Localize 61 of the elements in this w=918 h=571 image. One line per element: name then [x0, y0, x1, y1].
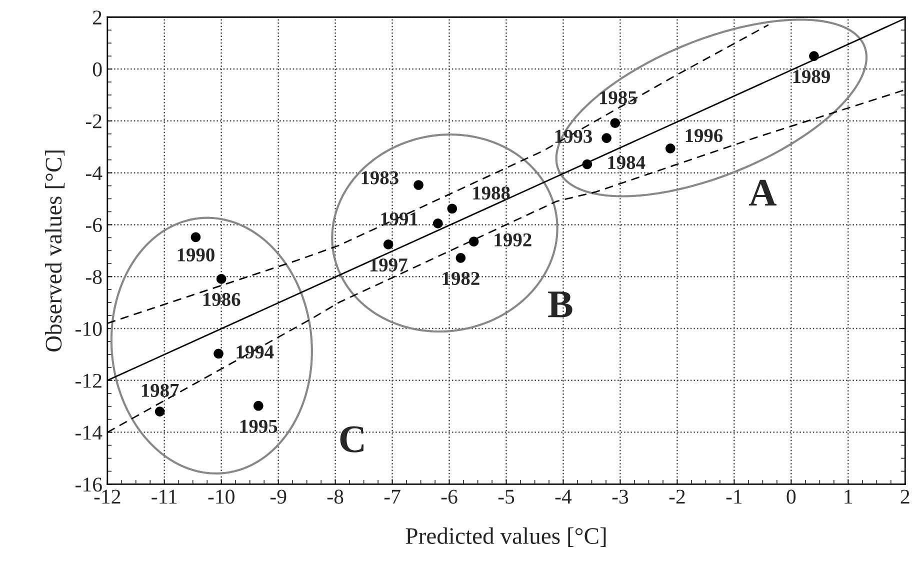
point	[253, 400, 264, 411]
series-label: 1994	[236, 345, 274, 359]
series-label: 1990	[178, 248, 214, 262]
point	[432, 218, 443, 228]
x-tick-label: -4	[555, 490, 572, 504]
annotation: A	[749, 180, 776, 206]
y-axis-title: Observed values [°C]	[45, 150, 65, 352]
series-label: 1987	[142, 384, 179, 397]
x-tick-label: -10	[208, 490, 234, 504]
annotation: B	[548, 292, 572, 318]
annotation: C	[340, 426, 364, 452]
point	[383, 240, 394, 250]
point	[414, 180, 424, 190]
y-tick-label: -16	[76, 478, 102, 492]
series-label: 1984	[608, 156, 646, 170]
y-tick-label: 0	[92, 62, 102, 76]
x-tick-label: -8	[327, 490, 344, 504]
series-label: 1997	[370, 258, 408, 272]
x-tick-label: -9	[270, 490, 286, 504]
y-tick-label: -12	[76, 374, 102, 388]
series-label: 1986	[203, 292, 240, 306]
point	[216, 274, 226, 284]
point	[809, 51, 819, 61]
point	[582, 159, 592, 170]
y-tick-label: -10	[76, 322, 102, 336]
point	[214, 348, 224, 359]
series-label: 1992	[494, 233, 532, 246]
x-tick-label: -3	[612, 490, 628, 504]
y-tick-label: -8	[86, 270, 102, 284]
x-tick-label: -2	[669, 490, 685, 504]
x-tick-label: -1	[726, 490, 742, 504]
x-tick-label: 0	[786, 490, 796, 504]
point	[468, 236, 479, 246]
y-tick-label: -14	[76, 426, 102, 440]
x-tick-label: -6	[441, 490, 458, 504]
x-axis-title: Predicted values [°C]	[406, 527, 606, 547]
series-label: 1989	[793, 70, 830, 84]
series-label: 1991	[381, 212, 418, 226]
series-label: 1985	[600, 91, 637, 104]
point	[154, 406, 165, 416]
x-tick-label: 2	[900, 490, 910, 504]
point	[447, 204, 458, 214]
point	[665, 144, 676, 154]
series-label: 1988	[473, 186, 510, 200]
x-tick-label: -7	[384, 490, 400, 504]
point	[602, 133, 612, 143]
y-tick-label: -4	[86, 166, 102, 180]
point	[190, 232, 201, 242]
point	[610, 118, 620, 128]
series-label: 1996	[686, 129, 723, 142]
y-tick-label: -2	[86, 114, 102, 128]
y-tick-label: -6	[86, 218, 102, 232]
y-tick-label: 2	[93, 10, 102, 24]
series-label: 1983	[362, 171, 398, 184]
x-tick-label: 1	[844, 490, 852, 504]
x-tick-label: -11	[152, 490, 177, 504]
series-label: 1993	[555, 130, 592, 143]
series-label: 1982	[442, 272, 480, 286]
series-label: 1995	[240, 420, 278, 433]
point	[456, 253, 466, 263]
x-tick-label: -5	[498, 490, 514, 504]
